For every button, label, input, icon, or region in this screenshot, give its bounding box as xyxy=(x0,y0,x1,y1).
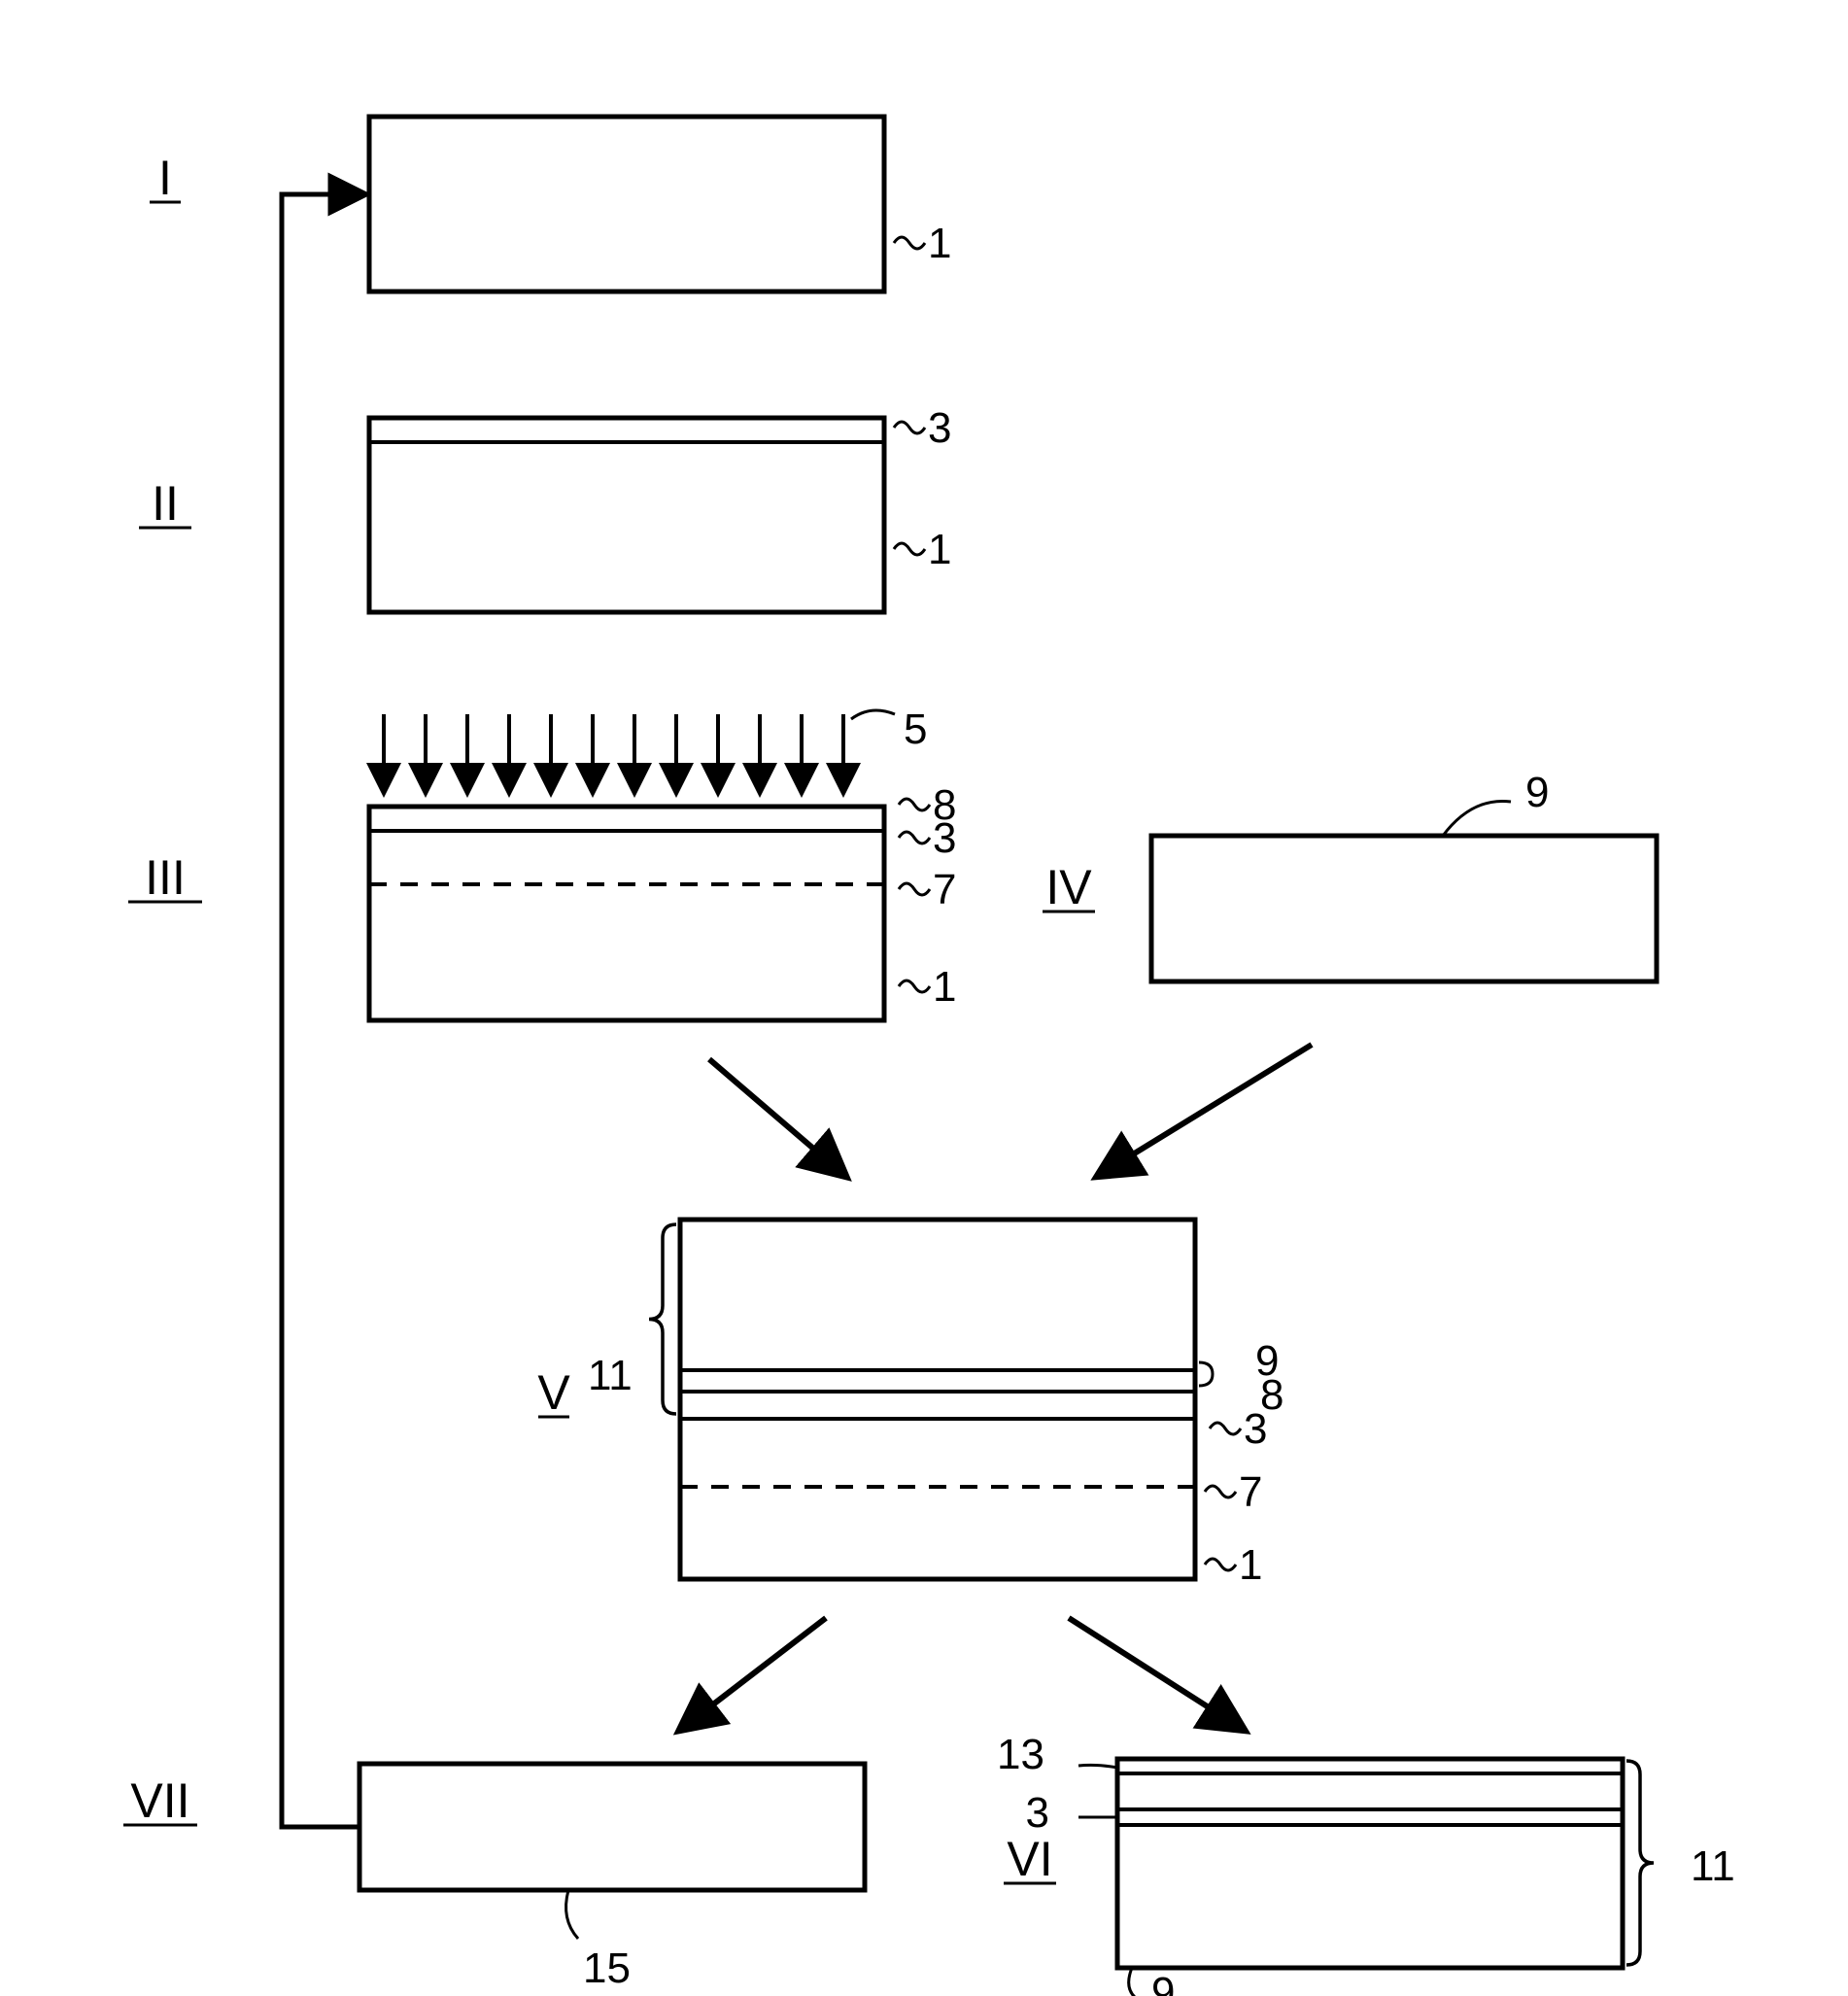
step-I-label-1-leader xyxy=(894,237,925,249)
step-II-label-3-leader xyxy=(894,422,925,433)
step-V-label-11: 11 xyxy=(588,1352,633,1399)
step-II-label-1: 1 xyxy=(928,526,951,573)
recycle-arrow xyxy=(282,194,364,1827)
flow-arrow-3 xyxy=(1069,1618,1244,1730)
step-I-label-1: 1 xyxy=(928,220,951,267)
step-I-roman: I xyxy=(158,151,172,205)
step-V-label-7-leader xyxy=(1205,1486,1236,1497)
step-VI-label-3: 3 xyxy=(1026,1789,1049,1837)
step-VI-brace-11 xyxy=(1626,1761,1654,1965)
step-I-block xyxy=(369,117,884,292)
step-V-label-1: 1 xyxy=(1239,1541,1262,1589)
step-VII-label-15: 15 xyxy=(583,1944,631,1992)
step-IV-block xyxy=(1151,836,1657,981)
step-IV-label-9-leader xyxy=(1443,801,1511,836)
step-V-label-1-leader xyxy=(1205,1559,1236,1570)
step-II-roman: II xyxy=(152,476,179,531)
step-VI-label-9: 9 xyxy=(1151,1969,1175,1996)
step-V-leader-9 xyxy=(1199,1362,1213,1386)
step-VI-label-13: 13 xyxy=(997,1731,1044,1778)
step-V-label-3: 3 xyxy=(1244,1405,1267,1453)
step-V-label-3-leader xyxy=(1210,1423,1241,1434)
step-V-brace-11 xyxy=(649,1224,676,1414)
step-III-label-1-leader xyxy=(899,981,930,992)
step-VII-block xyxy=(359,1764,865,1890)
step-V-block xyxy=(680,1220,1195,1579)
step-V-roman: V xyxy=(537,1365,570,1420)
step-VI-label-11: 11 xyxy=(1691,1842,1735,1890)
step-II-label-3: 3 xyxy=(928,404,951,452)
step-III-label-3: 3 xyxy=(933,814,956,862)
flow-arrow-2 xyxy=(680,1618,826,1730)
step-IV-roman: IV xyxy=(1045,860,1092,914)
step-VI-block xyxy=(1117,1759,1623,1968)
step-III-label-5: 5 xyxy=(904,705,927,753)
step-II-label-1-leader xyxy=(894,543,925,555)
step-III-label-7-leader xyxy=(899,883,930,895)
step-III-roman: III xyxy=(145,850,186,905)
step-III-label-3-leader xyxy=(899,832,930,843)
step-VI-roman: VI xyxy=(1007,1832,1052,1886)
step-III-label-5-leader xyxy=(851,710,895,719)
step-V-label-7: 7 xyxy=(1239,1468,1262,1516)
step-III-label-8-leader xyxy=(899,799,930,810)
step-III-block xyxy=(369,807,884,1020)
step-VI-leader-13 xyxy=(1078,1765,1117,1768)
step-IV-label-9: 9 xyxy=(1525,769,1549,816)
flow-arrow-1 xyxy=(1098,1045,1312,1176)
step-VII-roman: VII xyxy=(130,1773,189,1828)
step-II-block xyxy=(369,418,884,612)
step-VI-leader-9 xyxy=(1129,1968,1142,1996)
step-III-label-7: 7 xyxy=(933,866,956,913)
flow-arrow-0 xyxy=(709,1059,845,1176)
step-VII-leader-15 xyxy=(566,1890,578,1939)
step-III-label-1: 1 xyxy=(933,963,956,1011)
